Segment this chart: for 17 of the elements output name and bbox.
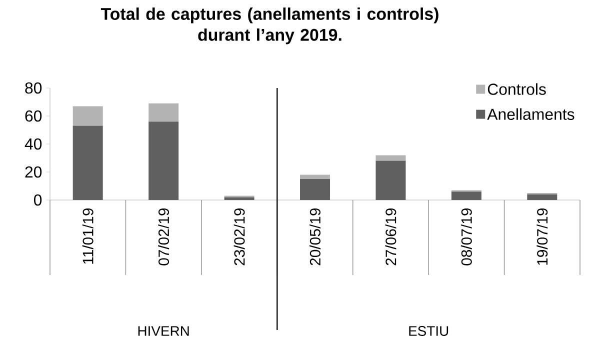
x-tick-label: 27/06/19: [385, 208, 396, 266]
y-tick-label: 0: [34, 194, 42, 206]
x-tick-label: 11/01/19: [82, 208, 94, 264]
y-tick-label: 20: [25, 166, 42, 178]
x-tick-label: 20/05/19: [310, 208, 320, 266]
y-tick-label: 60: [25, 110, 42, 122]
legend-label: Controls: [488, 83, 546, 95]
x-tick-label: 07/02/19: [158, 208, 170, 266]
x-tick-label: 23/02/19: [234, 208, 245, 266]
y-tick-label: 80: [25, 82, 42, 94]
x-tick-label: 19/07/19: [536, 208, 548, 265]
text: HIVERN: [138, 326, 189, 336]
y-tick-label: 40: [24, 138, 42, 150]
text: ESTIU: [409, 326, 448, 336]
x-tick-label: 08/07/19: [460, 208, 472, 266]
chart-title: Total de captures (anellaments i controls) durant l’any 2019.: [100, 8, 438, 44]
legend-label: Anellaments: [487, 108, 574, 120]
